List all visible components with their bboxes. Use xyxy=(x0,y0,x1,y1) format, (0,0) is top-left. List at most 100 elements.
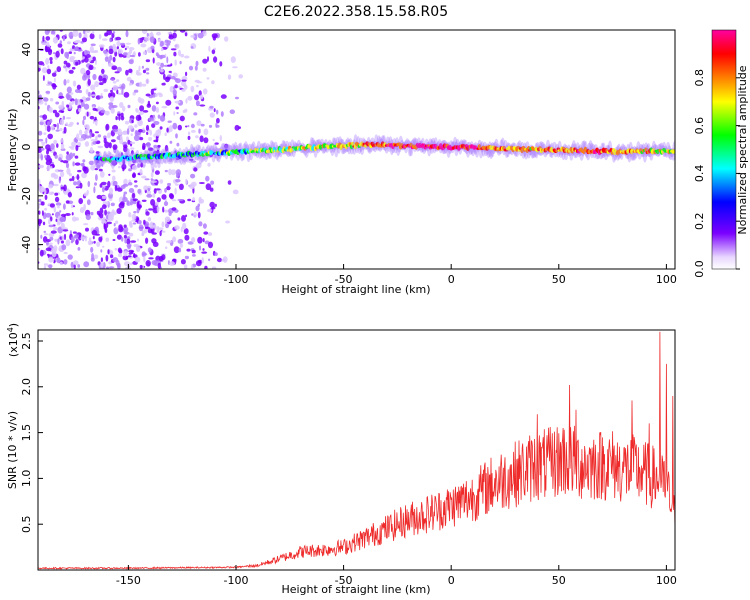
spectrogram-noise-blob xyxy=(132,198,138,202)
spectrogram-noise-blob xyxy=(91,31,95,35)
spectrogram-noise-blob xyxy=(191,249,196,254)
spectrogram-noise-blob xyxy=(207,241,214,249)
spectrogram-noise-blob xyxy=(128,252,132,255)
spectrogram-noise-blob xyxy=(91,230,98,236)
spectrogram-noise-blob xyxy=(56,122,60,130)
spectrogram-noise-blob xyxy=(49,158,53,164)
spectrogram-noise-blob xyxy=(99,207,104,214)
spectrogram-noise-blob xyxy=(146,32,149,37)
spectrogram-noise-blob xyxy=(211,80,215,85)
colorbar-tick-label: 0.0 xyxy=(693,260,706,278)
spectrogram-noise-blob xyxy=(57,49,61,52)
spectrogram-noise-blob xyxy=(44,125,48,131)
spectrogram-noise-blob xyxy=(38,185,45,193)
spectrogram-noise-blob xyxy=(51,250,57,258)
spectrogram-noise-blob xyxy=(161,105,168,109)
spectrogram-noise-blob xyxy=(155,188,161,191)
spectrogram-noise-blob xyxy=(83,192,88,197)
spectrogram-noise-blob xyxy=(38,203,41,210)
spectrogram-noise-blob xyxy=(164,198,167,202)
spectrogram-noise-blob xyxy=(108,266,115,269)
spectrogram-noise-blob xyxy=(165,246,168,249)
spectrogram-noise-blob xyxy=(56,257,61,264)
spectrogram-noise-blob xyxy=(53,261,56,264)
spectrogram-noise-blob xyxy=(197,236,203,244)
spectrogram-noise-blob xyxy=(165,43,171,46)
spectrogram-noise-blob xyxy=(152,57,155,64)
spectrogram-noise-blob xyxy=(192,197,196,202)
spectrogram-noise-blob xyxy=(182,222,187,230)
spectrogram-noise-blob xyxy=(138,65,141,72)
spectrogram-noise-blob xyxy=(99,171,105,178)
spectrogram-noise-blob xyxy=(206,77,210,80)
spectrogram-noise-blob xyxy=(184,55,190,59)
spectrogram-noise-blob xyxy=(105,237,110,242)
spectrogram-noise-blob xyxy=(109,54,113,61)
spectrogram-noise-blob xyxy=(137,188,142,194)
spectrogram-noise-blob xyxy=(201,251,208,254)
spectrogram-noise-blob xyxy=(198,182,205,184)
spectrogram-noise-blob xyxy=(50,166,53,169)
spectrogram-noise-blob xyxy=(174,183,179,186)
spectrogram-x-ticks: -150 -100 -50 0 50 100 xyxy=(116,264,677,286)
spectrogram-noise-blob xyxy=(93,254,99,259)
spectrogram-noise-blob xyxy=(151,105,157,112)
spectrogram-noise-blob xyxy=(195,260,202,267)
spectrogram-noise-blob xyxy=(207,56,209,62)
spectrogram-noise-blob xyxy=(179,115,185,122)
spectrogram-ridge-halo xyxy=(384,140,389,154)
spectrogram-noise-blob xyxy=(65,117,72,120)
spectrogram-noise-blob xyxy=(138,52,141,57)
spectrogram-noise-blob xyxy=(100,257,103,263)
spectrogram-noise-blob xyxy=(111,209,115,216)
spectrogram-noise-blob xyxy=(154,201,159,206)
spectrogram-noise-blob xyxy=(56,143,59,148)
spectrogram-noise-blob xyxy=(38,164,44,169)
spectrogram-noise-blob xyxy=(167,120,172,123)
spectrogram-noise-blob xyxy=(75,239,79,245)
spectrogram-noise-blob xyxy=(144,178,150,181)
spectrogram-noise-blob xyxy=(139,264,143,269)
spectrogram-noise-blob xyxy=(45,247,52,252)
spectrogram-noise-blob xyxy=(147,247,152,253)
spectrogram-noise-blob xyxy=(103,49,108,54)
colorbar-label: Normalized spectral amplitude xyxy=(736,65,749,234)
spectrogram-noise-blob xyxy=(116,208,122,214)
spectrogram-noise-blob xyxy=(152,114,156,118)
spectrogram-noise-blob xyxy=(72,80,77,87)
spectrogram-noise-blob xyxy=(164,169,168,173)
spectrogram-noise-blob xyxy=(70,261,74,268)
spectrogram-noise-blob xyxy=(127,182,133,186)
spectrogram-noise-blob xyxy=(56,66,62,73)
spectrogram-noise-blob xyxy=(152,241,159,247)
spectrogram-noise-blob xyxy=(157,262,161,269)
spectrogram-noise-blob xyxy=(173,246,180,254)
spectrogram-ridge-halo xyxy=(273,141,278,151)
spectrogram-noise-blob xyxy=(122,167,125,172)
spectrogram-noise-blob xyxy=(169,85,174,93)
spectrogram-noise-blob xyxy=(202,238,205,243)
spectrogram-noise-blob xyxy=(187,131,191,136)
spectrogram-noise-blob xyxy=(190,123,195,129)
spectrogram-noise-blob xyxy=(158,38,161,43)
spectrogram-noise-blob xyxy=(170,169,177,176)
spectrogram-noise-blob xyxy=(163,209,170,213)
spectrogram-noise-blob xyxy=(178,183,184,190)
spectrogram-noise-blob xyxy=(67,254,73,260)
spectrogram-noise-blob xyxy=(148,208,154,211)
spectrogram-noise-blob xyxy=(235,96,239,100)
spectrogram-noise-blob xyxy=(193,211,197,218)
spectrogram-noise-blob xyxy=(115,220,119,225)
spectrogram-noise-blob xyxy=(146,131,149,135)
spectrogram-noise-blob xyxy=(172,122,178,130)
snr-frame xyxy=(37,329,676,571)
spectrogram-noise-blob xyxy=(101,164,104,167)
spectrogram-noise-blob xyxy=(111,160,118,166)
spectrogram-noise-blob xyxy=(152,193,156,198)
spectrogram-noise-blob xyxy=(47,133,53,140)
spectrogram-noise-blob xyxy=(111,65,118,70)
spectrogram-noise-blob xyxy=(189,158,194,161)
spectrogram-noise-blob xyxy=(194,94,200,101)
spectrogram-noise-blob xyxy=(209,105,214,109)
spectrogram-noise-blob xyxy=(120,185,126,189)
